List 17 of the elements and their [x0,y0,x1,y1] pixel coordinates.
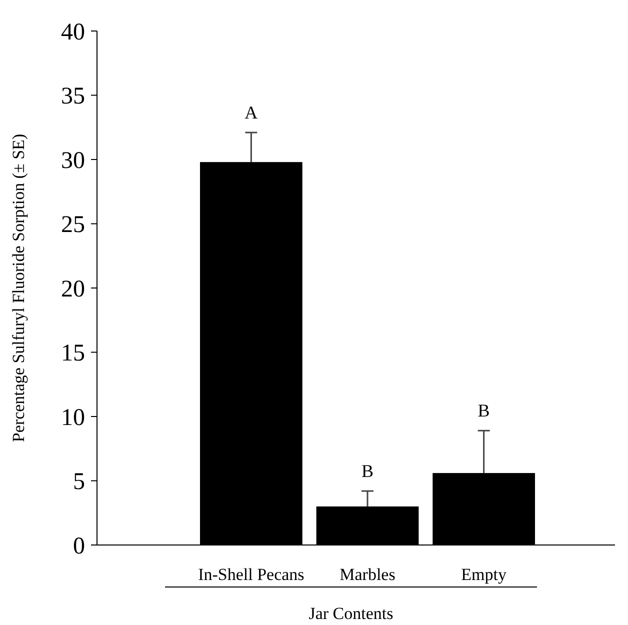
y-axis-title: Percentage Sulfuryl Fluoride Sorption (± SE) [9,134,28,442]
y-tick-label: 10 [61,404,85,431]
x-tick-label: Empty [461,565,507,584]
y-tick-label: 35 [61,84,85,110]
annotation: B [478,400,490,421]
annotation: B [361,461,374,482]
y-tick-label: 40 [61,19,85,46]
y-tick-label: 5 [73,469,85,496]
y-tick-label: 20 [61,276,85,302]
x-tick-label: In-Shell Pecans [198,565,304,584]
annotation: A [244,102,258,123]
y-tick-label: 0 [73,533,85,560]
x-tick-label: Marbles [340,565,396,584]
y-tick-label: 25 [61,212,85,238]
y-tick-label: 30 [61,148,85,174]
y-tick-label: 15 [61,340,85,367]
x-axis-title: Jar Contents [308,604,394,623]
